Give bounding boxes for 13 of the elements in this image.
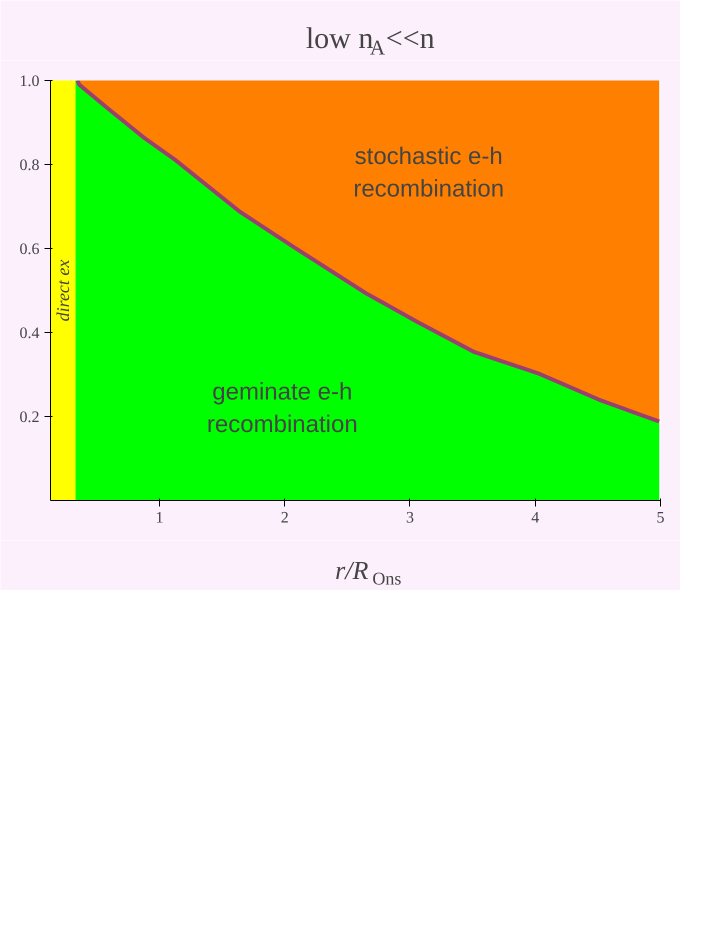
x-tick-label: 5 (656, 510, 664, 526)
y-tick-label: 0.4 (20, 325, 40, 342)
band-label: direct ex (53, 260, 74, 322)
x-tick-label: 2 (280, 510, 289, 526)
x-tick-label: 4 (531, 510, 540, 526)
y-tick-label: 0.2 (20, 409, 40, 426)
y-tick-label: 0.8 (20, 157, 40, 174)
y-tick-label: 1.0 (20, 73, 40, 90)
x-tick-label: 3 (406, 510, 414, 526)
annotation: stochastic e-h recombination (353, 143, 504, 203)
x-tick-label: 1 (155, 510, 164, 526)
y-tick-label: 0.6 (20, 241, 40, 258)
annotation: geminate e-h recombination (206, 378, 358, 438)
